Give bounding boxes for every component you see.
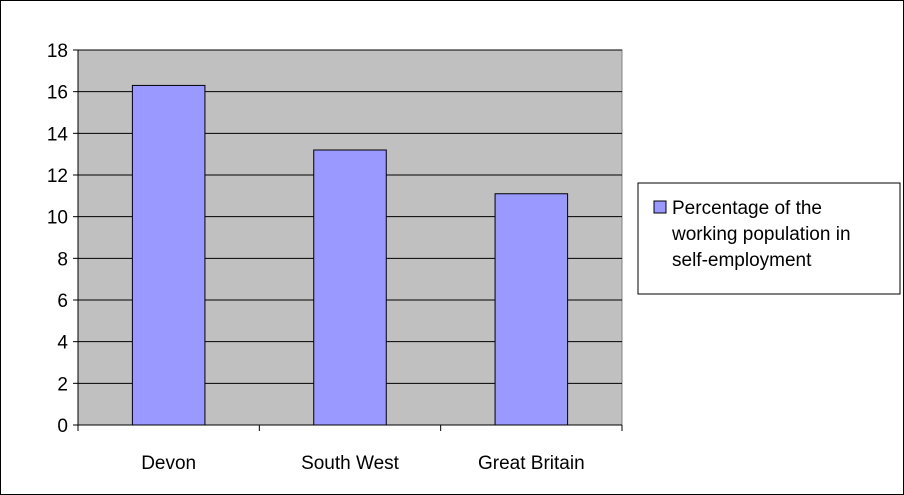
y-tick-label: 18 (47, 41, 68, 62)
bars (131, 84, 569, 426)
legend-swatch (653, 200, 667, 214)
x-tick-label: Great Britain (478, 453, 585, 474)
y-tick-label: 6 (57, 291, 68, 312)
y-tick-label: 8 (57, 249, 68, 270)
y-tick-label: 10 (47, 208, 68, 229)
y-axis-ticks: 0 2 4 6 8 10 12 14 16 18 (47, 41, 78, 437)
bar-great-britain (494, 193, 569, 426)
y-tick-label: 14 (47, 124, 69, 145)
y-tick-label: 0 (57, 416, 68, 437)
legend: Percentage of the working population in … (637, 182, 901, 295)
legend-label-line-1: Percentage of the (672, 198, 822, 219)
y-tick-label: 4 (57, 333, 68, 354)
legend-label-line-2: working population in (671, 224, 851, 245)
legend-box (637, 182, 901, 295)
y-tick-label: 12 (47, 166, 68, 187)
y-tick-label: 2 (57, 374, 68, 395)
legend-label: Percentage of the working population in … (671, 198, 856, 271)
x-tick-label: Devon (141, 453, 196, 474)
bar-south-west (313, 149, 387, 426)
bar-devon (131, 84, 206, 426)
y-tick-label: 16 (47, 83, 68, 104)
x-axis-ticks: Devon South West Great Britain (77, 425, 623, 474)
x-tick-label: South West (301, 453, 400, 474)
legend-label-line-3: self-employment (672, 250, 812, 271)
